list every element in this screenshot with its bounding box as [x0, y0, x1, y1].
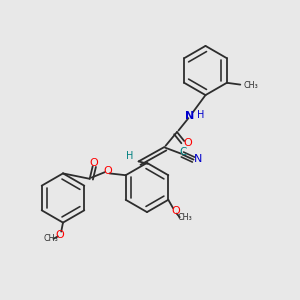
Text: C: C [180, 147, 187, 157]
Text: O: O [171, 206, 180, 216]
Text: O: O [90, 158, 99, 168]
Text: N: N [194, 154, 202, 164]
Text: N: N [185, 111, 194, 121]
Text: O: O [103, 166, 112, 176]
Text: O: O [56, 230, 64, 240]
Text: CH₃: CH₃ [244, 81, 259, 90]
Text: H: H [197, 110, 205, 120]
Text: H: H [126, 151, 133, 161]
Text: O: O [183, 137, 192, 148]
Text: CH₃: CH₃ [44, 234, 59, 243]
Text: CH₃: CH₃ [177, 213, 192, 222]
